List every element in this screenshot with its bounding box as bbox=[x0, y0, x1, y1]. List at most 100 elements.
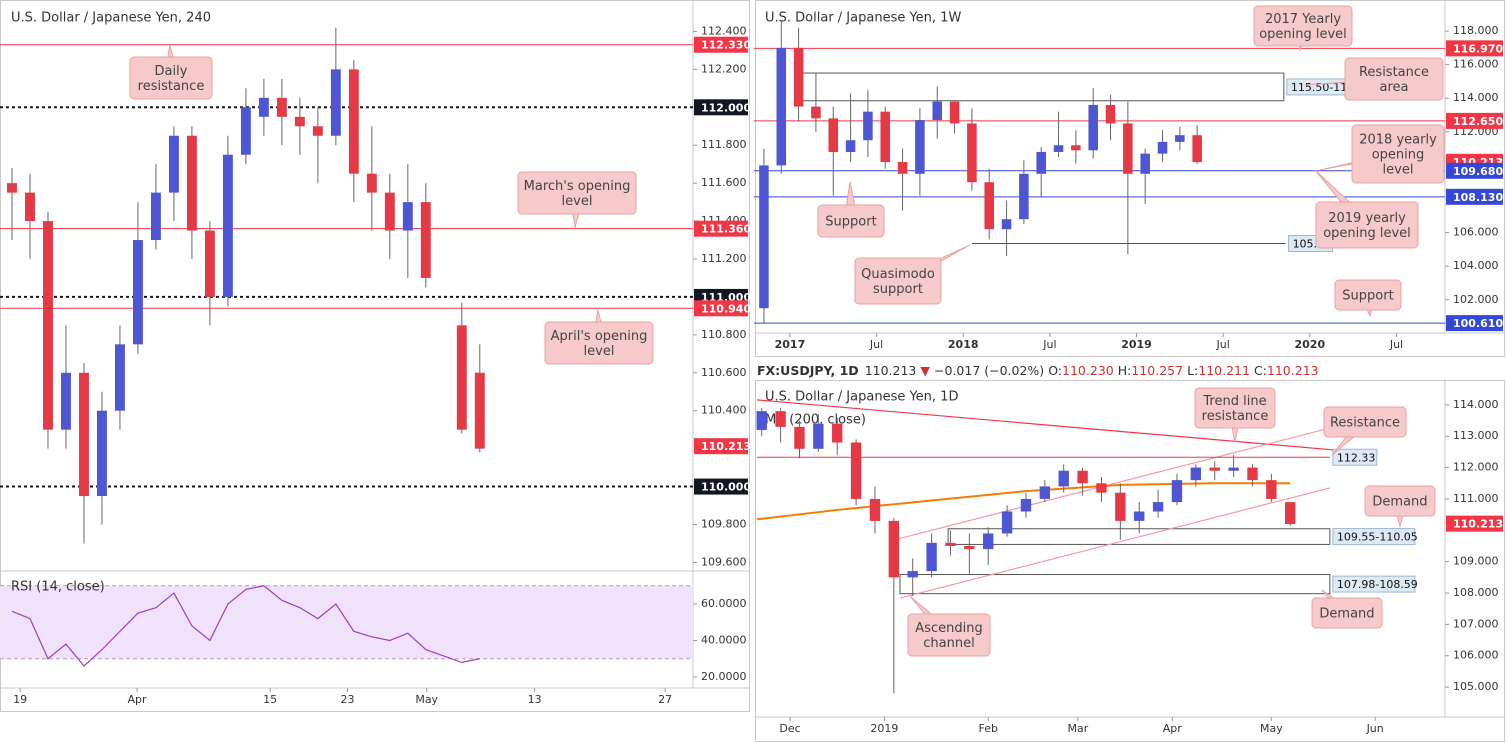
callout-box bbox=[854, 257, 942, 305]
trend-line bbox=[899, 487, 1331, 599]
price-label-bg bbox=[1446, 112, 1503, 129]
callout-box bbox=[907, 613, 991, 657]
y-tick-label: 110.600 bbox=[701, 366, 747, 379]
x-tick-label: Apr bbox=[1163, 722, 1183, 735]
zone bbox=[899, 574, 1331, 595]
price-label-bg bbox=[1446, 315, 1503, 332]
callout-box bbox=[1253, 5, 1353, 47]
callout-text: channel bbox=[923, 636, 974, 651]
candle-body bbox=[984, 182, 994, 230]
chart-title: U.S. Dollar / Japanese Yen, 240 bbox=[11, 11, 211, 26]
price-label-bg bbox=[694, 36, 748, 53]
y-tick-label: 108.000 bbox=[1453, 586, 1499, 599]
candle-body bbox=[775, 411, 786, 427]
level-label-bg bbox=[1332, 448, 1378, 466]
price-label: 110.000 bbox=[701, 481, 751, 494]
candle-body bbox=[932, 101, 942, 121]
candle-body bbox=[115, 344, 125, 411]
candle-body bbox=[186, 135, 197, 231]
level-label: 112.33 bbox=[1337, 451, 1376, 464]
y-tick-label: 110.400 bbox=[701, 404, 747, 417]
callout-box bbox=[817, 204, 885, 238]
candle-body bbox=[1140, 153, 1150, 174]
y-tick-label: 111.000 bbox=[1453, 492, 1499, 505]
callout-text: Demand bbox=[1372, 495, 1427, 510]
candle-body bbox=[1228, 467, 1239, 471]
y-tick-label: 105.000 bbox=[1453, 680, 1499, 693]
zone-label-bg bbox=[1332, 528, 1416, 546]
callout-text: support bbox=[873, 282, 923, 297]
candle-body bbox=[79, 372, 89, 497]
callout-text: resistance bbox=[1202, 409, 1269, 424]
candle-body bbox=[1105, 104, 1116, 124]
candle-body bbox=[97, 410, 107, 497]
price-label-bg bbox=[1446, 515, 1503, 532]
x-tick-label: 27 bbox=[658, 693, 672, 706]
x-tick-label: 19 bbox=[13, 693, 27, 706]
candle-body bbox=[402, 202, 413, 231]
x-tick-label: 13 bbox=[528, 693, 542, 706]
price-label-bg bbox=[1446, 40, 1503, 57]
candle-body bbox=[1053, 145, 1064, 152]
candle-body bbox=[1247, 467, 1258, 481]
x-tick-label: Dec bbox=[779, 722, 800, 735]
chart-panel: 118.000116.000114.000112.000106.000104.0… bbox=[754, 0, 1505, 351]
price-label-bg bbox=[1446, 162, 1503, 179]
candle-body bbox=[1209, 467, 1220, 471]
candle-body bbox=[1175, 135, 1185, 142]
y-tick-label: 102.000 bbox=[1453, 293, 1499, 306]
x-tick-label: Jun bbox=[1366, 722, 1384, 735]
price-label: 112.000 bbox=[701, 101, 751, 114]
candle-body bbox=[811, 106, 821, 119]
y-tick-label: 40.0000 bbox=[701, 633, 747, 646]
x-tick-label: Feb bbox=[978, 722, 997, 735]
y-tick-label: 60.0000 bbox=[701, 597, 747, 610]
ohlc-label: C: bbox=[1254, 363, 1267, 378]
candle-body bbox=[330, 69, 341, 136]
y-tick-label: 109.600 bbox=[701, 555, 747, 568]
candle-body bbox=[168, 135, 179, 193]
candle-body bbox=[832, 423, 843, 443]
callout-box bbox=[1311, 597, 1383, 629]
y-tick-label: 110.800 bbox=[701, 328, 747, 341]
candle-body bbox=[1123, 123, 1133, 174]
symbol: FX:USDJPY, 1D bbox=[757, 363, 859, 378]
candle-body bbox=[828, 118, 839, 152]
y-tick-label: 111.800 bbox=[701, 138, 747, 151]
x-tick-label: 2019 bbox=[870, 722, 898, 735]
callout-text: April's opening bbox=[551, 329, 648, 344]
rsi-name: RSI (14, close) bbox=[11, 580, 105, 595]
x-tick-label: Mar bbox=[1067, 722, 1088, 735]
moving-average bbox=[756, 482, 1291, 521]
rsi-band bbox=[0, 585, 693, 659]
y-tick-label: 112.200 bbox=[701, 62, 747, 75]
callout-text: opening level bbox=[1259, 27, 1347, 42]
candle-body bbox=[1096, 483, 1107, 493]
callout-text: Support bbox=[825, 215, 876, 230]
candle-body bbox=[1266, 480, 1277, 499]
candle-body bbox=[845, 140, 856, 152]
price-label: 108.130 bbox=[1453, 191, 1503, 204]
y-tick-label: 111.200 bbox=[701, 252, 747, 265]
candle-body bbox=[813, 423, 824, 449]
callout-text: resistance bbox=[138, 79, 205, 94]
callout-text: Ascending bbox=[915, 621, 982, 636]
callout-text: opening level bbox=[1323, 226, 1411, 241]
y-tick-label: 106.000 bbox=[1453, 226, 1499, 239]
price-label-bg bbox=[694, 99, 748, 116]
candle-body bbox=[756, 411, 767, 430]
candle-body bbox=[1058, 470, 1069, 487]
candle-body bbox=[1039, 486, 1051, 499]
candle-body bbox=[1115, 492, 1126, 521]
price-label-bg bbox=[694, 220, 748, 237]
x-tick-label: 2018 bbox=[948, 338, 979, 351]
y-tick-label: 109.800 bbox=[701, 517, 747, 530]
chart-title: U.S. Dollar / Japanese Yen, 1D bbox=[765, 390, 958, 405]
price-label: 110.213 bbox=[701, 440, 751, 453]
candle-body bbox=[869, 498, 881, 521]
chart-title: U.S. Dollar / Japanese Yen, 1W bbox=[765, 11, 961, 26]
x-tick-label: 2019 bbox=[1121, 338, 1152, 351]
candle-body bbox=[926, 542, 937, 572]
x-tick-label: Jul bbox=[1216, 338, 1230, 351]
